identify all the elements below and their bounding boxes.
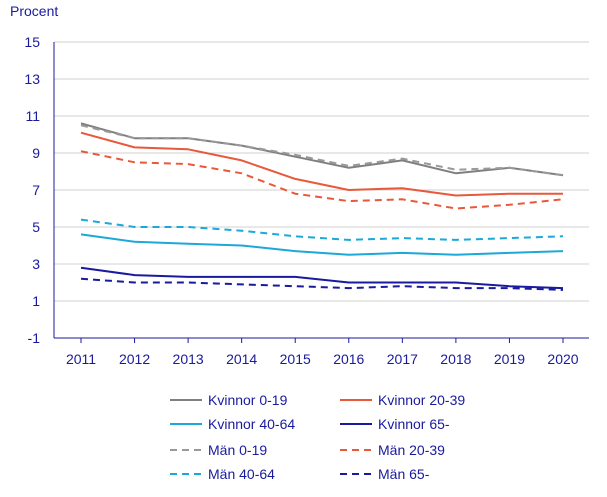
legend: Kvinnor 0-19 Kvinnor 20-39 Kvinnor 40-64 Kv…: [170, 392, 465, 482]
y-tick-label: 5: [32, 219, 40, 235]
x-tick-label: 2012: [119, 351, 150, 367]
legend-label: Män 65-: [378, 466, 430, 482]
legend-label: Kvinnor 0-19: [208, 392, 288, 408]
series-lines: [80, 122, 564, 291]
legend-label: Män 0-19: [208, 442, 267, 458]
y-tick-label: 13: [24, 71, 40, 87]
y-tick-label: 3: [32, 256, 40, 272]
legend-label: Kvinnor 20-39: [378, 392, 465, 408]
series-line-4: [80, 266, 564, 290]
gridlines: [54, 41, 589, 302]
x-tick-label: 2015: [280, 351, 311, 367]
series-line-3: [80, 233, 564, 256]
y-tick-label: 9: [32, 145, 40, 161]
series-line-1: [80, 122, 564, 177]
x-tick-label: 2014: [226, 351, 257, 367]
legend-label: Kvinnor 40-64: [208, 416, 295, 432]
x-tick-label: 2019: [494, 351, 525, 367]
x-tick-label: 2018: [440, 351, 471, 367]
legend-label: Män 20-39: [378, 442, 445, 458]
series-line-7: [80, 218, 564, 241]
y-tick-label: 11: [25, 108, 40, 124]
y-axis-unit-label: Procent: [10, 3, 58, 19]
series-line-8: [80, 277, 564, 291]
series-line-5: [80, 124, 564, 177]
legend-label: Män 40-64: [208, 466, 275, 482]
y-tick-label: 1: [32, 293, 40, 309]
x-tick-label: 2016: [333, 351, 364, 367]
x-tick-label: 2017: [387, 351, 418, 367]
legend-label: Kvinnor 65-: [378, 416, 450, 432]
y-tick-label: 7: [32, 182, 40, 198]
series-line-2: [80, 131, 563, 197]
series-line-6: [80, 150, 564, 210]
y-tick-label: -1: [28, 330, 41, 346]
x-tick-label: 2020: [547, 351, 578, 367]
y-tick-label: 15: [24, 34, 40, 50]
x-tick-label: 2013: [173, 351, 204, 367]
x-tick-label: 2011: [66, 351, 96, 367]
